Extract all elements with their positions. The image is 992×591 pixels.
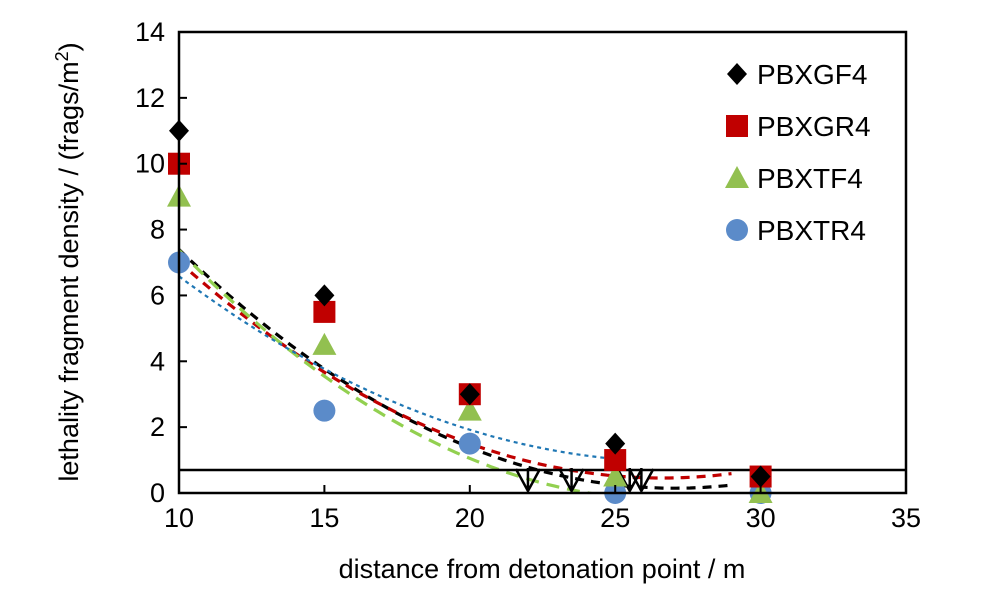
y-tick-label: 0: [150, 478, 165, 508]
legend-marker-pbxtf4: [725, 166, 749, 188]
y-tick-label: 12: [135, 83, 165, 113]
y-tick-label: 8: [150, 215, 165, 245]
x-axis: 10 15 20 25 30 35: [164, 485, 921, 533]
legend: PBXGF4 PBXGR4 PBXTF4 PBXTR4: [725, 59, 871, 246]
data-points: [167, 119, 773, 504]
x-tick-label: 30: [746, 503, 776, 533]
plot-frame: [177, 30, 908, 495]
fit-curve-pbxtf4: [179, 249, 746, 493]
data-point-pbxgf4: [459, 383, 480, 406]
data-point-pbxtf4: [457, 398, 482, 421]
x-tick-label: 15: [309, 503, 339, 533]
legend-label: PBXGF4: [757, 59, 867, 90]
x-tick-label: 10: [164, 503, 194, 533]
legend-label: PBXGR4: [757, 111, 871, 142]
y-tick-label: 6: [150, 280, 165, 310]
data-point-pbxgf4: [314, 284, 335, 307]
data-point-pbxgf4: [605, 432, 626, 455]
threshold-arrow: [514, 467, 542, 494]
legend-label: PBXTF4: [757, 163, 863, 194]
data-point-pbxtr4: [458, 432, 481, 455]
y-tick-label: 2: [150, 412, 165, 442]
data-point-pbxgr4: [604, 449, 627, 472]
x-tick-label: 25: [600, 503, 630, 533]
fit-curve-pbxgr4: [179, 260, 732, 480]
y-axis-title: lethality fragment density / (frags/m2): [52, 42, 84, 481]
data-point-pbxgr4: [313, 300, 336, 323]
fit-curve-pbxtr4: [179, 275, 616, 460]
y-tick-label: 4: [150, 346, 165, 376]
x-axis-title: distance from detonation point / m: [339, 554, 746, 584]
threshold-arrow: [558, 467, 585, 494]
y-tick-label: 10: [135, 149, 165, 179]
data-point-pbxtr4: [313, 399, 336, 422]
data-point-pbxtf4: [603, 464, 628, 487]
legend-marker-pbxgr4: [726, 115, 748, 137]
threshold-arrow: [628, 467, 655, 494]
x-tick-label: 20: [455, 503, 485, 533]
x-tick-label: 35: [891, 503, 921, 533]
legend-marker-pbxgf4: [727, 63, 747, 85]
threshold-arrows: [514, 467, 655, 494]
y-tick-label: 14: [135, 17, 165, 47]
legend-marker-pbxtr4: [726, 219, 748, 241]
legend-label: PBXTR4: [757, 215, 866, 246]
data-point-pbxtf4: [312, 332, 337, 355]
y-axis: 0 2 4 6 8 10 12 14: [135, 17, 187, 508]
data-point-pbxgf4: [750, 465, 771, 488]
